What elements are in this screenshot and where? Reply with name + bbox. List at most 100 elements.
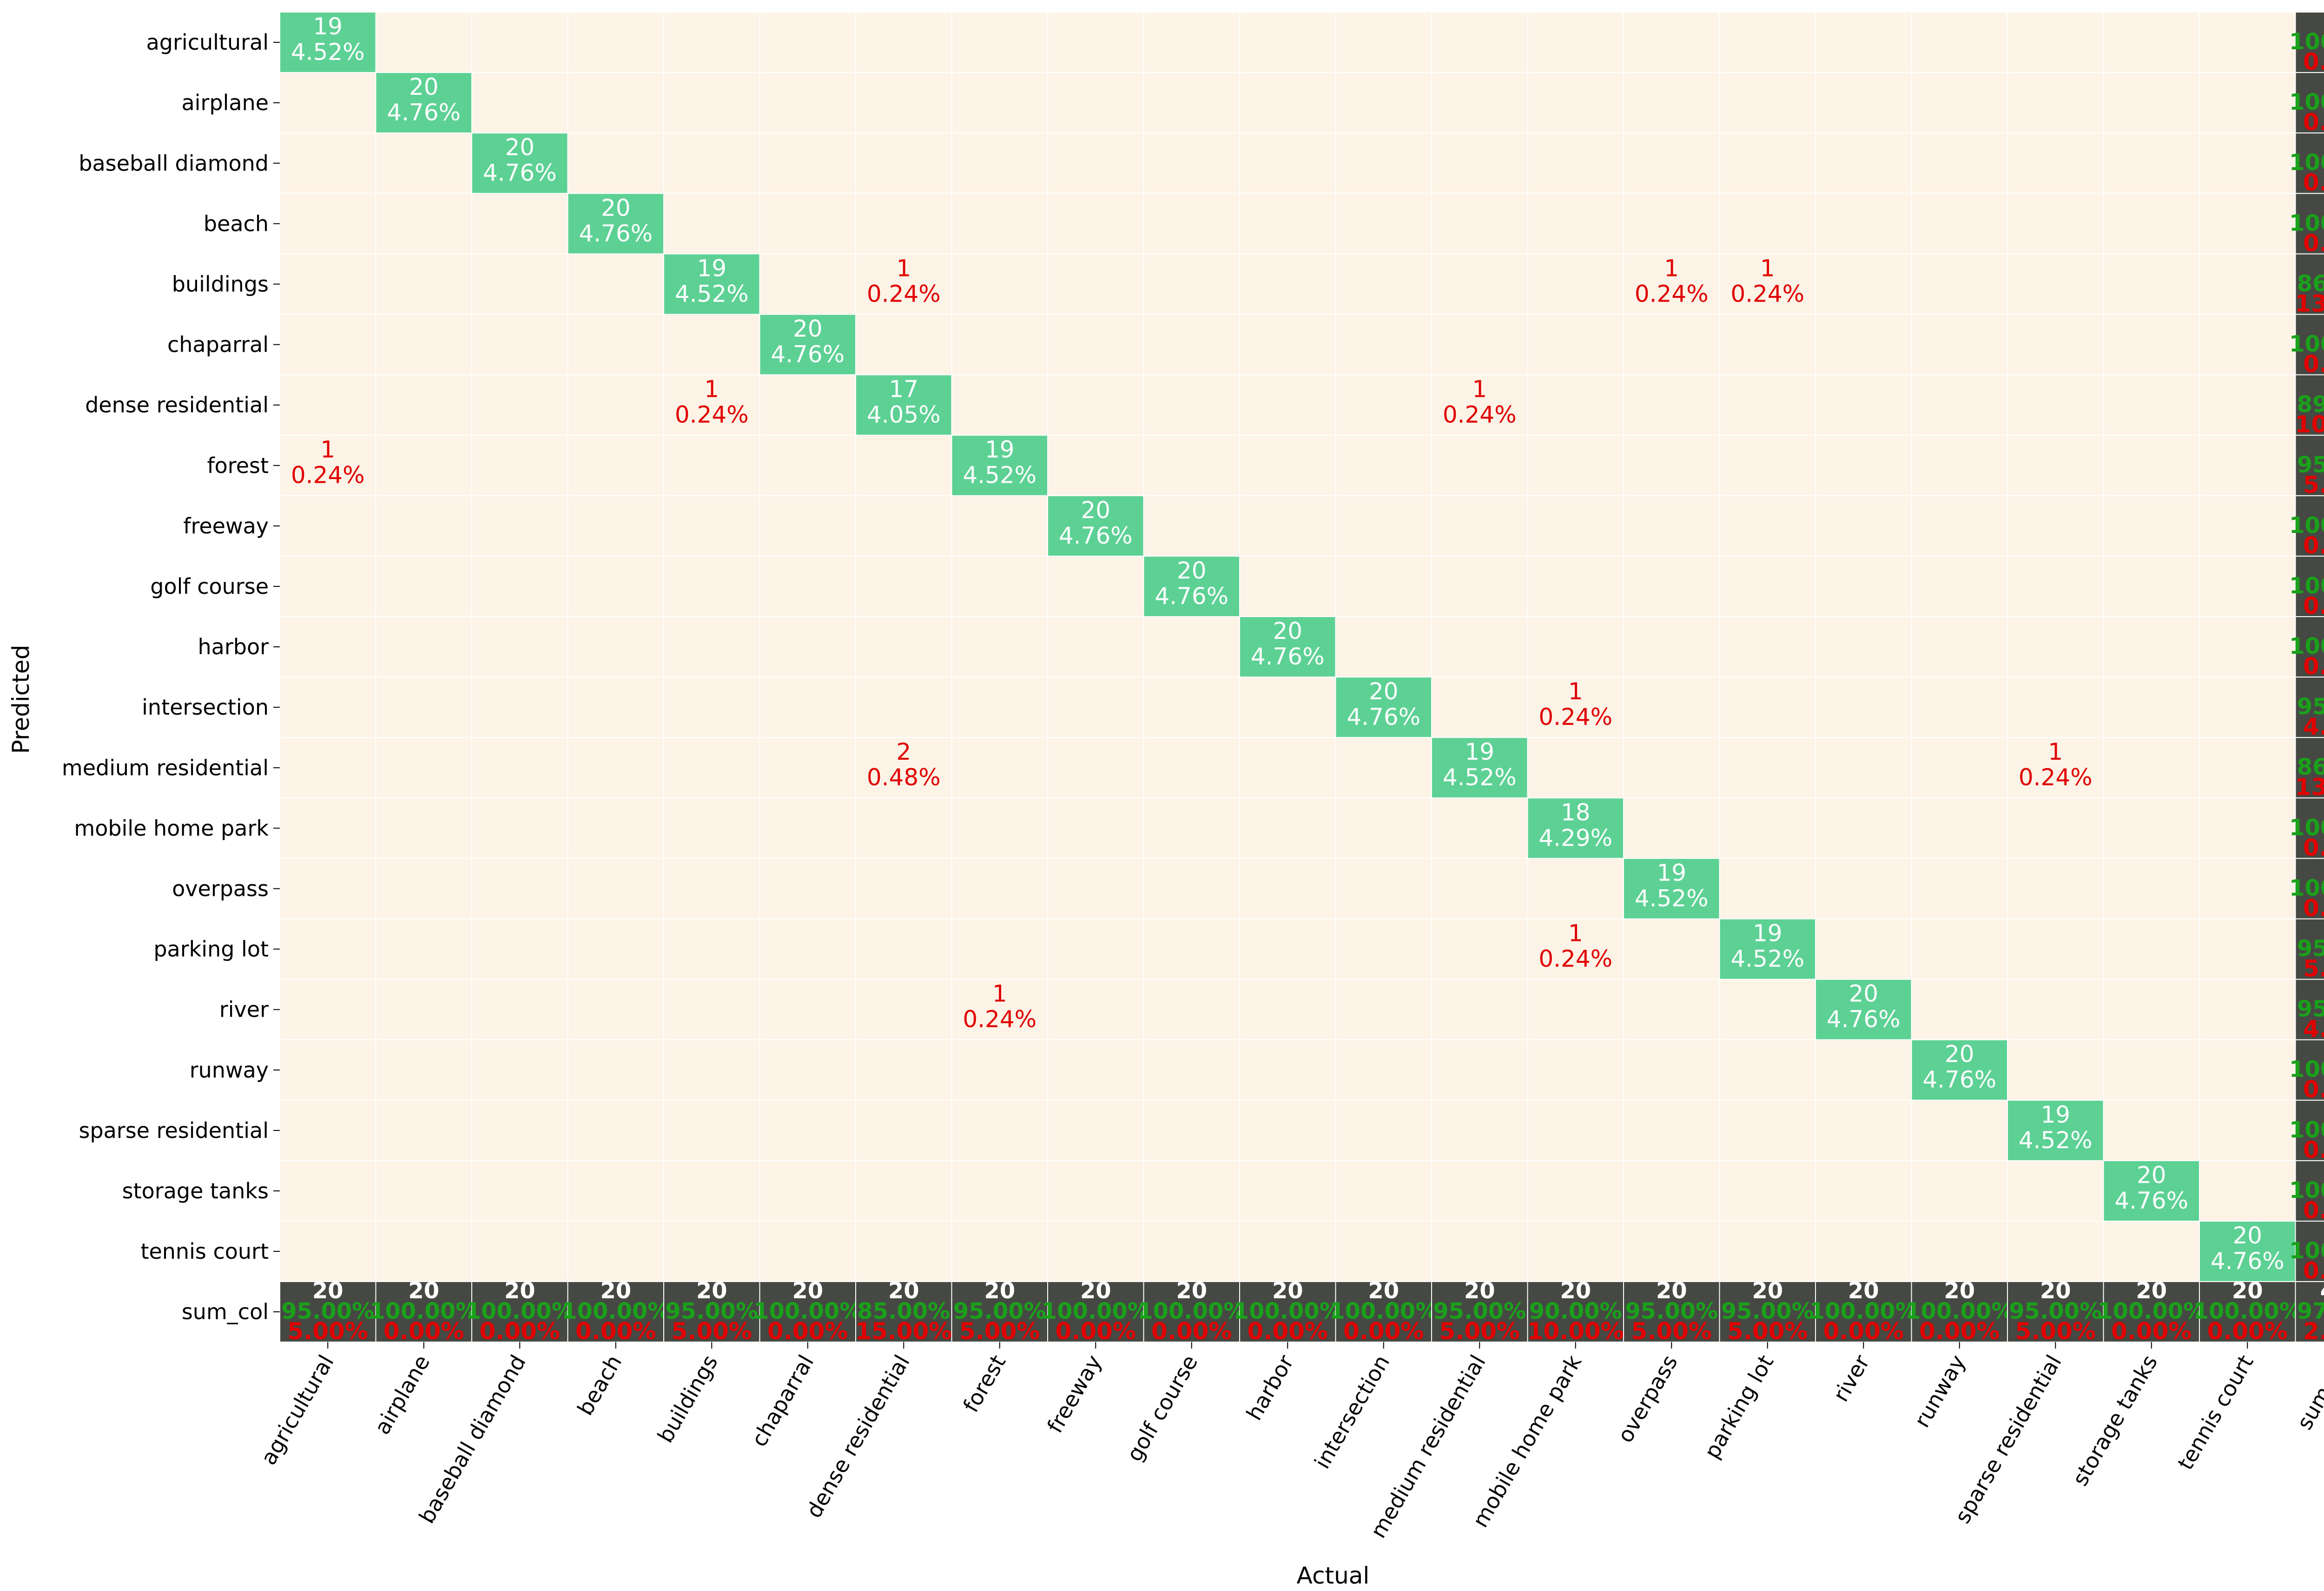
matrix-cell bbox=[375, 1160, 472, 1222]
matrix-cell bbox=[375, 858, 472, 920]
row-error: 5.00% bbox=[2303, 955, 2324, 982]
matrix-cell bbox=[279, 132, 376, 194]
cell-count: 20 bbox=[2232, 1222, 2262, 1249]
matrix-cell bbox=[567, 374, 664, 436]
matrix-cell bbox=[471, 1160, 568, 1222]
row-error: 13.64% bbox=[2295, 774, 2324, 801]
matrix-cell bbox=[1239, 1221, 1336, 1282]
matrix-cell bbox=[1911, 979, 2008, 1040]
cell-count: 1 bbox=[704, 376, 719, 403]
matrix-cell bbox=[951, 1039, 1048, 1101]
matrix-cell bbox=[1527, 677, 1624, 738]
matrix-cell bbox=[1431, 314, 1528, 375]
matrix-cell bbox=[855, 1099, 952, 1161]
matrix-cell bbox=[279, 1099, 376, 1161]
matrix-cell bbox=[471, 737, 568, 799]
matrix-cell bbox=[1815, 132, 1912, 194]
matrix-cell bbox=[375, 1099, 472, 1161]
y-tick-label: forest bbox=[207, 453, 269, 478]
matrix-cell bbox=[759, 1160, 856, 1222]
matrix-cell bbox=[1719, 374, 1816, 436]
col-error: 0.00% bbox=[383, 1318, 464, 1345]
col-accuracy: 100.00% bbox=[1042, 1298, 1150, 1324]
matrix-cell bbox=[1335, 314, 1432, 375]
matrix-cell bbox=[471, 253, 568, 315]
matrix-cell bbox=[1335, 253, 1432, 315]
cell-percent: 0.24% bbox=[963, 1006, 1037, 1033]
cell-percent: 4.52% bbox=[1443, 764, 1517, 791]
matrix-cell bbox=[567, 737, 664, 799]
matrix-cell bbox=[1719, 12, 1816, 73]
matrix-cell bbox=[855, 434, 952, 496]
matrix-cell bbox=[471, 979, 568, 1040]
matrix-cell bbox=[1047, 979, 1144, 1040]
y-tick-label: baseball diamond bbox=[79, 151, 269, 176]
matrix-cell bbox=[1815, 737, 1912, 799]
cell-count: 20 bbox=[793, 316, 823, 342]
matrix-cell bbox=[2103, 737, 2200, 799]
matrix-cell bbox=[1239, 858, 1336, 920]
matrix-cell bbox=[759, 797, 856, 859]
matrix-cell bbox=[1335, 434, 1432, 496]
y-tick-label: storage tanks bbox=[122, 1178, 269, 1203]
matrix-cell bbox=[1719, 797, 1816, 859]
matrix-cell bbox=[951, 132, 1048, 194]
matrix-cell bbox=[1911, 495, 2008, 557]
row-accuracy: 95.00% bbox=[2297, 452, 2324, 478]
matrix-cell bbox=[1719, 616, 1816, 678]
summary-cell-col bbox=[2007, 1281, 2104, 1343]
matrix-cell-diagonal bbox=[279, 12, 376, 73]
matrix-cell bbox=[1623, 193, 1720, 255]
cell-percent: 4.76% bbox=[771, 341, 845, 368]
matrix-cell bbox=[567, 1221, 664, 1282]
matrix-cell bbox=[1239, 193, 1336, 255]
matrix-cell bbox=[471, 72, 568, 134]
matrix-cell bbox=[663, 72, 760, 134]
matrix-cell bbox=[1431, 12, 1528, 73]
matrix-cell bbox=[759, 737, 856, 799]
matrix-cell bbox=[1719, 434, 1816, 496]
matrix-cell bbox=[1719, 677, 1816, 738]
matrix-cell bbox=[1047, 193, 1144, 255]
matrix-cell bbox=[951, 495, 1048, 557]
row-accuracy: 100.00% bbox=[2289, 210, 2324, 236]
col-sum: 20 bbox=[1560, 1278, 1591, 1304]
matrix-cell bbox=[1143, 12, 1240, 73]
col-sum: 20 bbox=[1368, 1278, 1399, 1304]
y-tick-label: tennis court bbox=[140, 1239, 269, 1264]
x-axis-label: Actual bbox=[1297, 1562, 1370, 1589]
matrix-cell bbox=[1047, 737, 1144, 799]
matrix-cell bbox=[1047, 1160, 1144, 1222]
matrix-cell bbox=[663, 677, 760, 738]
matrix-cell bbox=[2199, 737, 2296, 799]
matrix-cell bbox=[1527, 434, 1624, 496]
matrix-cell bbox=[663, 374, 760, 436]
matrix-cell bbox=[1911, 374, 2008, 436]
cell-count: 20 bbox=[1177, 557, 1207, 584]
matrix-cell bbox=[1623, 555, 1720, 618]
matrix-cell bbox=[1623, 1039, 1720, 1101]
matrix-cell bbox=[1527, 132, 1624, 194]
matrix-cell bbox=[663, 434, 760, 496]
matrix-cell bbox=[279, 616, 376, 678]
cell-percent: 4.76% bbox=[1347, 703, 1420, 730]
matrix-cell bbox=[759, 677, 856, 738]
matrix-cell bbox=[2199, 253, 2296, 315]
matrix-cell bbox=[855, 918, 952, 980]
summary-cell-row bbox=[2295, 616, 2324, 678]
matrix-cell bbox=[2007, 918, 2104, 980]
matrix-cell bbox=[279, 434, 376, 496]
row-accuracy: 100.00% bbox=[2289, 1057, 2324, 1083]
summary-cell-row bbox=[2295, 193, 2324, 255]
matrix-cell bbox=[663, 1160, 760, 1222]
matrix-cell bbox=[2007, 858, 2104, 920]
col-accuracy: 100.00% bbox=[2193, 1298, 2302, 1324]
matrix-cell bbox=[2103, 616, 2200, 678]
matrix-cell bbox=[1431, 72, 1528, 134]
cell-count: 20 bbox=[1273, 618, 1302, 644]
matrix-cell bbox=[1143, 858, 1240, 920]
summary-cell-col bbox=[1623, 1281, 1720, 1343]
cell-count: 20 bbox=[505, 134, 535, 161]
total-error: 2.86% bbox=[2303, 1318, 2324, 1345]
